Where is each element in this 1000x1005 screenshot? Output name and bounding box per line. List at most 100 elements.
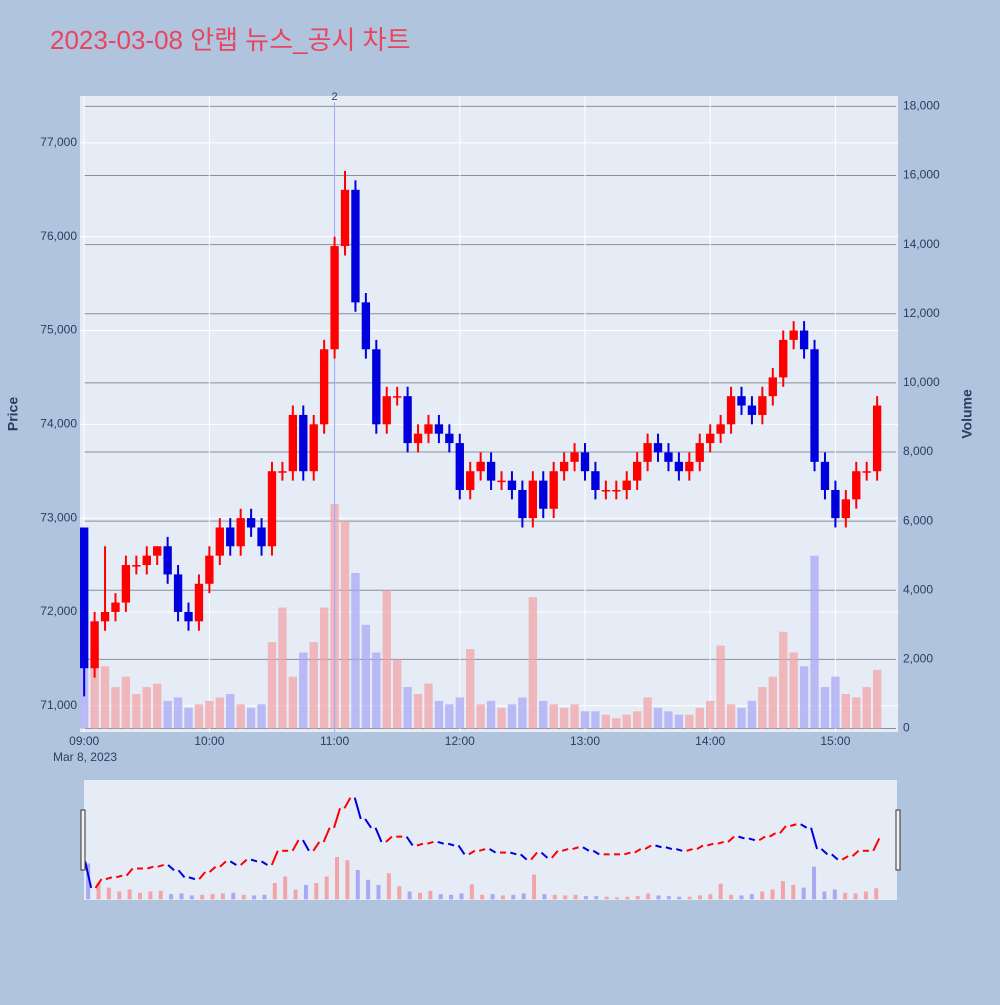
volume-bar [226,693,235,729]
slider-candle [572,846,579,850]
slider-volume-bar [532,874,537,900]
y2-tick-label: 12,000 [903,306,940,320]
volume-bar [747,700,757,729]
slider-volume-bar [428,890,433,900]
y2-tick-label: 8,000 [903,444,933,458]
volume-bar [299,652,308,729]
slider-volume-bar [106,887,111,900]
slider-candle [270,850,279,866]
slider-volume-bar [314,883,319,900]
slider-volume-bar [417,892,422,900]
volume-bar [768,676,777,729]
volume-bar [173,697,183,729]
volume-bar [726,704,736,729]
slider-volume-bar [86,863,91,900]
slider-candle [260,860,268,866]
volume-bar [445,704,454,729]
volume-bar [716,645,725,729]
volume-bar [862,687,871,729]
volume-bar [205,700,214,729]
x-tick-label: 12:00 [445,734,475,748]
slider-candle [147,865,154,870]
candle-body [862,471,871,473]
candle-body [612,489,621,492]
y-tick-label: 77,000 [40,135,77,149]
candle-body [820,461,830,490]
slider-volume-bar [832,889,837,900]
candle-body [184,611,193,622]
volume-bar [267,642,277,729]
volume-bar [309,642,318,729]
slider-volume-bar [615,897,620,900]
candle-body [100,611,110,622]
volume-bar [549,704,558,729]
candle-body [173,574,183,612]
slider-volume-bar [677,896,682,900]
slider-volume-bar [210,894,215,900]
x-tick-label: 13:00 [570,734,600,748]
candle-body [539,480,548,509]
slider-volume-bar [760,891,765,900]
volume-bar [413,693,423,729]
slider-candle [405,836,414,847]
volume-bar [194,704,204,729]
volume-bar [507,704,517,729]
volume-bar [434,700,444,729]
volume-bar [142,687,151,729]
candle-body [528,480,537,519]
slider-volume-bar [801,887,806,900]
slider-candle [810,827,819,850]
candle-body [466,471,475,490]
volume-bar [695,707,704,729]
slider-candle [510,851,517,856]
slider-volume-bar [480,894,485,900]
candle-body [758,396,767,415]
volume-bar [361,624,371,729]
slider-volume-bar [252,895,257,900]
candle-body [382,396,391,425]
slider-candle [343,797,352,809]
candle-body [455,443,464,490]
volume-bar [518,697,527,729]
volume-bar [111,687,120,729]
candle-body [351,189,360,303]
slider-volume-bar [386,873,391,900]
candle-body [226,527,235,547]
slider-volume-bar [594,896,599,900]
candle-body [80,527,89,669]
volume-bar [466,649,475,729]
candle-body [142,555,151,566]
candle-body [215,527,224,556]
y-tick-label: 73,000 [40,510,77,524]
candle-body [653,443,663,453]
slider-candle [240,858,248,866]
volume-bar [706,700,715,729]
candle-body [632,461,642,481]
slider-candle [364,818,372,829]
volume-bar [622,714,631,729]
slider-candle [312,841,321,852]
slider-candle [105,876,113,881]
slider-volume-bar [563,895,568,900]
volume-bar [852,697,861,729]
volume-bar [831,676,840,729]
slider-volume-bar [573,894,578,900]
candle-body [810,349,819,462]
volume-bar [841,693,851,729]
y2-axis-title: Volume [959,389,975,439]
slider-candle [322,827,331,843]
candle-body [518,489,527,519]
slider-candle [758,835,766,842]
slider-volume-bar [542,894,547,900]
candle-body [413,433,423,444]
slider-candle [416,842,424,847]
slider-volume-bar [200,894,205,900]
candle-body [424,424,433,434]
slider-candle [385,835,393,843]
y2-tick-label: 4,000 [903,582,933,596]
candle-body [267,471,277,547]
volume-bar [121,676,131,729]
slider-volume-bar [158,890,163,900]
slider-volume-bar [179,893,184,900]
